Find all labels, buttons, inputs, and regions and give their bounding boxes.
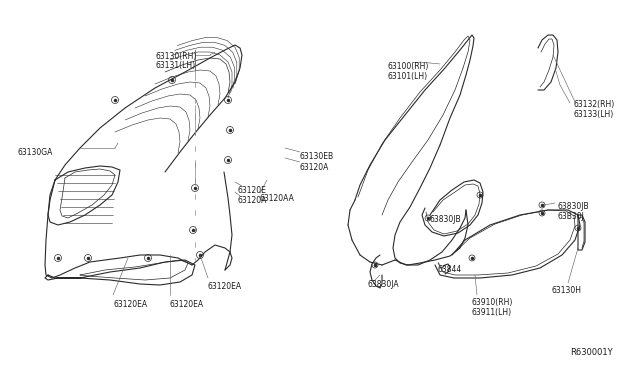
Text: 63130EB: 63130EB <box>300 152 334 161</box>
Text: 63133(LH): 63133(LH) <box>573 110 613 119</box>
Text: 63120EA: 63120EA <box>170 300 204 309</box>
Text: 63131(LH): 63131(LH) <box>155 61 195 70</box>
Text: 63100(RH): 63100(RH) <box>388 62 429 71</box>
Text: 63911(LH): 63911(LH) <box>472 308 512 317</box>
Text: 63120A: 63120A <box>300 163 330 172</box>
Text: 63101(LH): 63101(LH) <box>388 72 428 81</box>
Text: 63830JB: 63830JB <box>430 215 461 224</box>
Text: 63132(RH): 63132(RH) <box>573 100 614 109</box>
Text: R630001Y: R630001Y <box>570 348 612 357</box>
Text: 63120EA: 63120EA <box>113 300 147 309</box>
Text: 63120A: 63120A <box>238 196 268 205</box>
Text: 63830JA: 63830JA <box>367 280 399 289</box>
Text: 63910(RH): 63910(RH) <box>472 298 513 307</box>
Text: 63120AA: 63120AA <box>260 194 295 203</box>
Text: 63130GA: 63130GA <box>18 148 53 157</box>
Text: 63120EA: 63120EA <box>208 282 242 291</box>
Text: 63844: 63844 <box>438 265 462 274</box>
Text: 63830JB: 63830JB <box>557 202 589 211</box>
Text: 63B30J: 63B30J <box>557 212 584 221</box>
Text: 63130H: 63130H <box>551 286 581 295</box>
Text: 63130(RH): 63130(RH) <box>155 52 196 61</box>
Text: 63120E: 63120E <box>238 186 267 195</box>
